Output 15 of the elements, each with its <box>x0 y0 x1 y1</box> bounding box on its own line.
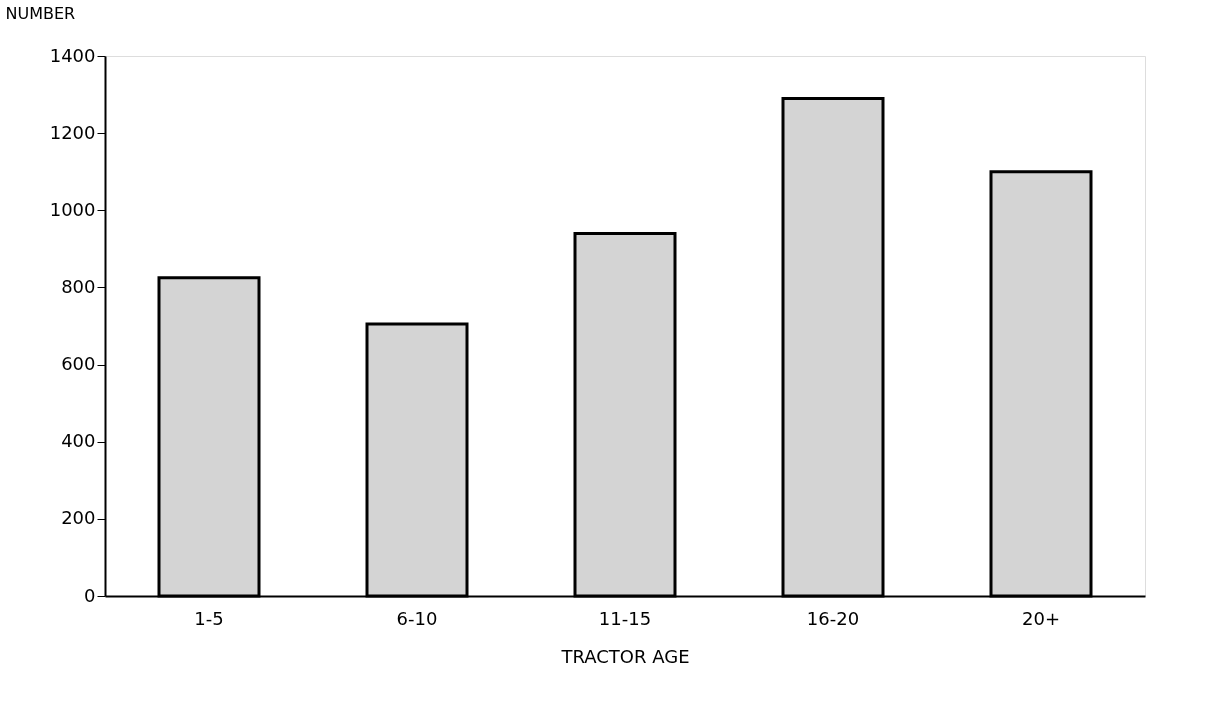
y-tick-label: 600 <box>61 353 96 375</box>
x-tick-label: 6-10 <box>396 607 438 629</box>
y-tick-label: 200 <box>61 507 96 529</box>
x-tick-label: 16-20 <box>806 607 860 629</box>
y-tick-label: 1400 <box>49 44 96 66</box>
y-axis-title: NUMBER <box>5 3 76 23</box>
x-tick-label: 1-5 <box>194 607 224 629</box>
x-tick-label: 20+ <box>1022 607 1060 629</box>
y-tick-label: 1200 <box>49 121 96 143</box>
x-axis-title: TRACTOR AGE <box>560 645 690 667</box>
y-tick-label: 1000 <box>49 198 96 220</box>
y-tick-label: 800 <box>61 275 96 297</box>
x-tick-label: 11-15 <box>598 607 652 629</box>
y-tick-label: 0 <box>84 584 96 606</box>
y-tick-label: 400 <box>61 430 96 452</box>
